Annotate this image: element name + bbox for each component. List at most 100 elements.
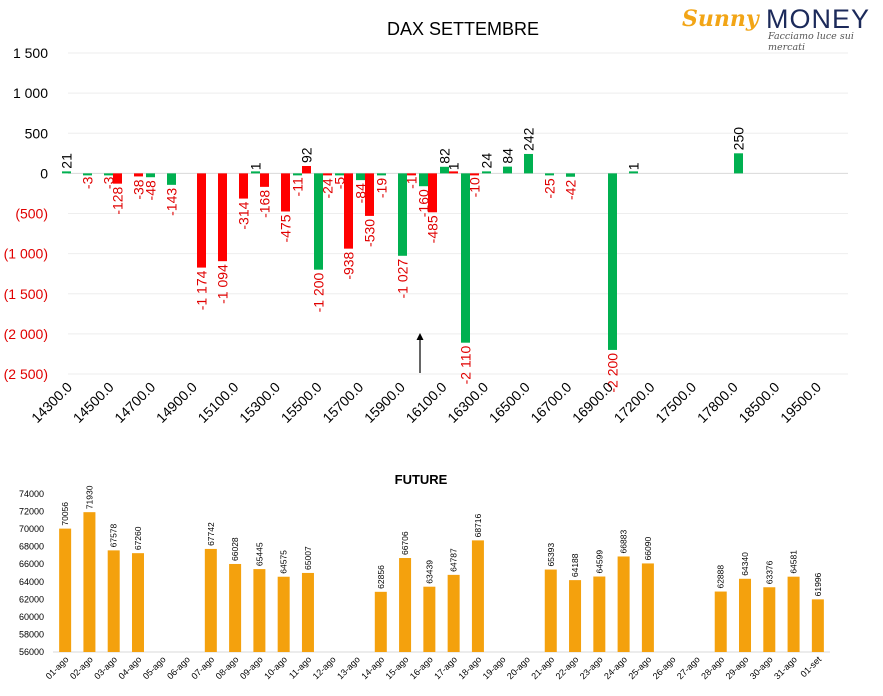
bar-future [229, 563, 242, 652]
x-tick-label: 25-ago [626, 654, 653, 681]
bar-red [428, 173, 437, 213]
y-tick-label: (2 000) [4, 326, 48, 342]
data-label: -19 [374, 178, 390, 198]
bar-red [449, 171, 458, 174]
y-tick-label: (1 000) [4, 246, 48, 262]
x-tick-label: 15900.0 [361, 379, 408, 426]
x-tick-label: 17800.0 [694, 379, 741, 426]
y-tick-label: 58000 [19, 629, 44, 639]
data-label: 82 [437, 148, 453, 164]
data-label: -168 [257, 190, 273, 218]
bar-future [131, 553, 144, 652]
x-tick-label: 16100.0 [403, 379, 450, 426]
x-tick-label: 31-ago [772, 654, 799, 681]
bar-green [545, 173, 554, 176]
data-label: -24 [320, 178, 336, 198]
data-label: 1 [446, 162, 462, 170]
y-tick-label: 68000 [19, 542, 44, 552]
x-tick-label: 05-ago [141, 654, 168, 681]
bar-future [423, 586, 436, 652]
bar-green [146, 173, 155, 178]
data-label: -48 [143, 180, 159, 200]
x-tick-label: 16-ago [408, 654, 435, 681]
x-tick-label: 18500.0 [735, 379, 782, 426]
data-label: 67742 [206, 522, 216, 546]
data-label: 64599 [594, 550, 604, 574]
x-tick-label: 01-ago [44, 654, 71, 681]
bar-green [524, 153, 533, 174]
data-label: 68716 [473, 513, 483, 537]
data-label: -530 [362, 219, 378, 247]
data-label: -3 [80, 176, 96, 189]
x-tick-label: 04-ago [117, 654, 144, 681]
x-tick-label: 16700.0 [527, 379, 574, 426]
bar-green [503, 166, 512, 174]
bar-future [471, 540, 484, 652]
x-tick-label: 15100.0 [194, 379, 241, 426]
data-label: -84 [353, 183, 369, 203]
bar-future [253, 569, 266, 652]
data-label: -485 [425, 215, 441, 243]
x-tick-label: 23-ago [578, 654, 605, 681]
y-tick-label: (2 500) [4, 366, 48, 382]
bar-green [104, 173, 113, 176]
x-tick-label: 28-ago [699, 654, 726, 681]
bar-green [629, 171, 638, 174]
y-tick-label: (500) [15, 206, 48, 222]
bar-future [763, 587, 776, 652]
bar-green [734, 153, 743, 174]
data-label: -128 [110, 186, 126, 214]
bar-future [59, 528, 72, 652]
data-label: -3 [101, 176, 117, 189]
x-tick-label: 13-ago [335, 654, 362, 681]
x-tick-label: 18-ago [456, 654, 483, 681]
x-tick-label: 15300.0 [236, 379, 283, 426]
data-label: 70056 [60, 502, 70, 526]
data-label: -475 [278, 214, 294, 242]
bar-red [197, 173, 206, 268]
data-label: -160 [416, 189, 432, 217]
data-label: -10 [467, 177, 483, 197]
x-tick-label: 11-ago [287, 654, 313, 680]
x-tick-label: 16500.0 [486, 379, 533, 426]
bar-green [62, 171, 71, 174]
data-label: 64581 [789, 550, 799, 574]
data-label: 65445 [254, 542, 264, 566]
x-tick-label: 14500.0 [70, 379, 117, 426]
y-tick-label: 56000 [19, 647, 44, 657]
data-label: 71930 [84, 485, 94, 509]
data-label: -2 110 [458, 346, 474, 385]
data-label: 1 [248, 162, 264, 170]
bar-red [323, 173, 332, 176]
data-label: 1 [626, 162, 642, 170]
bar-green [83, 173, 92, 176]
x-tick-label: 19-ago [481, 654, 508, 681]
bar-red [281, 173, 290, 212]
bar-future [739, 578, 752, 652]
x-tick-label: 10-ago [262, 654, 289, 681]
y-tick-label: (1 500) [4, 286, 48, 302]
y-tick-label: 64000 [19, 577, 44, 587]
x-tick-label: 07-ago [189, 654, 216, 681]
data-label: 66090 [643, 537, 653, 561]
bar-future [617, 556, 630, 652]
sunny-money-logo: Sunny MONEY Facciamo luce sui mercati [682, 4, 880, 53]
x-tick-label: 14900.0 [153, 379, 200, 426]
bar-future [399, 558, 412, 652]
chart-title: FUTURE [395, 472, 448, 487]
x-tick-label: 21-ago [529, 654, 556, 681]
bar-green [440, 166, 449, 174]
data-label: 84 [500, 148, 516, 164]
data-label: 92 [299, 147, 315, 163]
bar-red [134, 173, 143, 177]
x-tick-label: 17-ago [432, 654, 459, 681]
x-tick-label: 01-set [799, 654, 824, 679]
bar-future [593, 576, 606, 652]
x-tick-label: 24-ago [602, 654, 629, 681]
data-label: -143 [164, 188, 180, 216]
x-tick-label: 20-ago [505, 654, 532, 681]
data-label: -1 027 [395, 259, 411, 299]
future-chart: FUTURE 56000 58000 60000 62000 64000 66000 6800… [19, 472, 830, 681]
bar-green [251, 171, 260, 174]
chart-title: DAX SETTEMBRE [387, 19, 539, 39]
